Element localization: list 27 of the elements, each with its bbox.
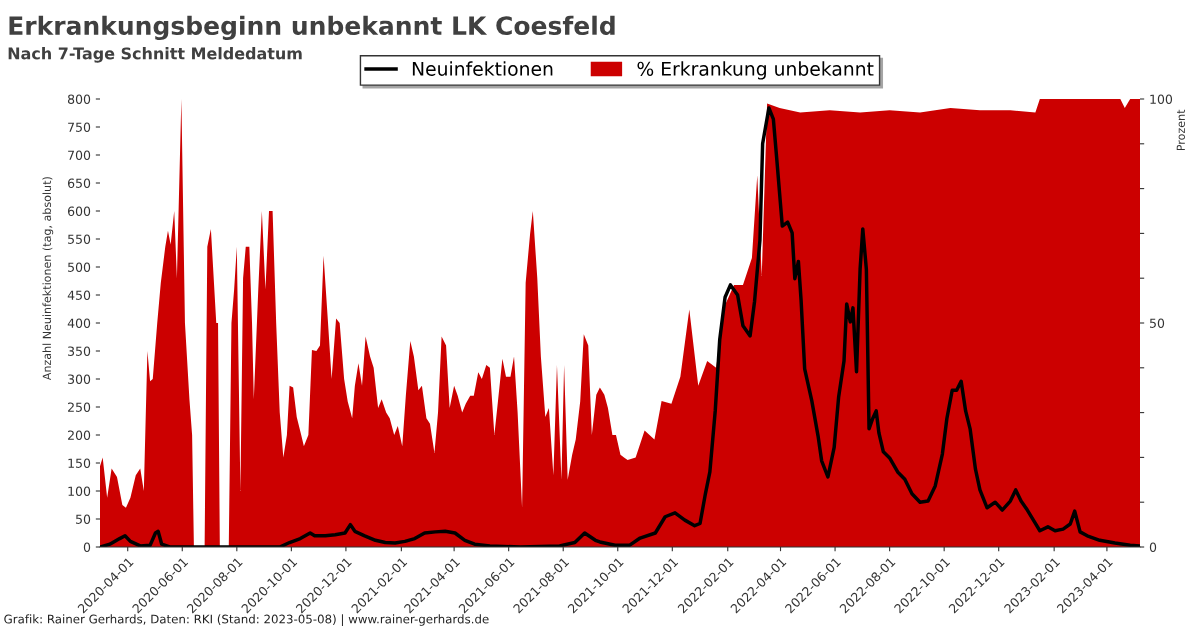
text: Grafik: Rainer Gerhards, Daten: RKI (Stand: 2023-05-08) | www.rainer-gerhards.de (4, 614, 489, 627)
chart-subtitle: Nach 7-Tage Schnitt Meldedatum (8, 47, 302, 63)
y-tick-label: 450 (67, 290, 91, 300)
y-tick-label: 700 (68, 150, 91, 160)
y-tick-label: 100 (68, 486, 91, 496)
y-axis-title: Anzahl Neuinfektionen (tag, absolut) (42, 177, 54, 381)
y-tick-label: 300 (68, 374, 91, 384)
chart-title: Erkrankungsbeginn unbekannt LK Coesfeld (9, 15, 615, 41)
y2-tick-label: 0 (1149, 542, 1157, 552)
y-tick-label: 50 (76, 514, 91, 524)
y-tick-label: 350 (68, 346, 91, 356)
y-tick-label: 550 (68, 234, 91, 244)
y-tick-label: 750 (68, 122, 91, 132)
legend-label: % Erkrankung unbekannt (637, 61, 874, 80)
y2-tick-label: 50 (1149, 318, 1165, 328)
y-tick-label: 800 (67, 94, 91, 104)
y2-tick-label: 100 (1150, 94, 1173, 104)
y-tick-label: 150 (68, 458, 91, 468)
y2-axis-title: Prozent (1176, 109, 1185, 151)
y-tick-label: 600 (67, 206, 91, 216)
y-tick-label: 500 (68, 262, 91, 272)
y-tick-label: 400 (67, 318, 91, 328)
y-tick-label: 650 (67, 178, 91, 188)
y-tick-label: 0 (83, 542, 91, 552)
y-tick-label: 250 (68, 402, 91, 412)
legend-label: Neuinfektionen (412, 61, 553, 76)
y-tick-label: 200 (68, 430, 91, 440)
